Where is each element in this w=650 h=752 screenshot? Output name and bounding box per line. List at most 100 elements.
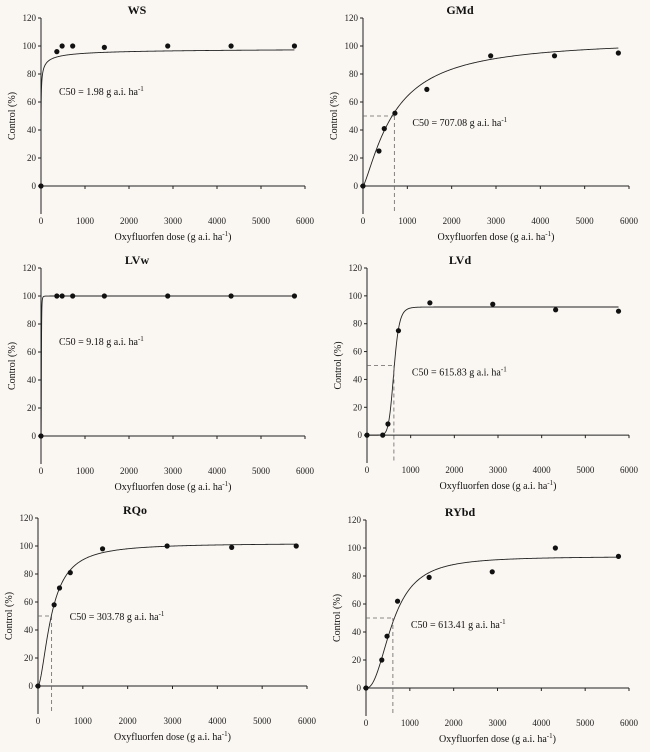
chart-panel-WS: 0 20 40 60 80 100 120 0 1000 2000 3000 4000 5000 6000… (7, 3, 315, 243)
y-tick-label: 20 (27, 403, 37, 413)
x-tick-label: 5000 (576, 216, 595, 226)
x-tick-label: 6000 (296, 216, 315, 226)
x-tick-label: 6000 (620, 718, 639, 728)
y-tick-label: 20 (27, 153, 37, 163)
c50-annotation: C50 = 9.18 g a.i. ha-1 (59, 335, 144, 348)
data-point (35, 683, 41, 689)
y-tick-label: 0 (32, 431, 37, 441)
x-tick-label: 1000 (401, 718, 420, 728)
x-tick-label: 4000 (208, 716, 227, 726)
x-axis-title: Oxyfluorfen dose (g a.i. ha-1) (114, 730, 231, 743)
y-axis-title: Control (%) (332, 594, 343, 642)
c50-annotation: C50 = 613.41 g a.i. ha-1 (411, 618, 506, 631)
data-point (165, 293, 171, 299)
data-point (376, 148, 382, 154)
data-point (229, 544, 235, 551)
y-axis-title: Control (%) (7, 342, 18, 390)
data-point (59, 293, 65, 299)
y-axis-title: Control (%) (333, 341, 344, 389)
fitted-curve (362, 47, 619, 187)
chart-title: LVw (125, 253, 150, 267)
data-point (56, 585, 63, 591)
y-tick-label: 40 (353, 374, 363, 384)
chart-title: LVd (449, 253, 472, 267)
x-tick-label: 1000 (74, 716, 93, 726)
y-tick-label: 40 (27, 125, 37, 135)
x-tick-label: 1000 (398, 216, 417, 226)
x-tick-label: 5000 (576, 465, 595, 475)
x-tick-label: 1000 (76, 466, 95, 476)
x-tick-label: 5000 (252, 466, 271, 476)
chart-title: RYbd (445, 505, 476, 519)
data-point (67, 570, 73, 576)
data-point (379, 657, 385, 663)
data-point (364, 432, 370, 438)
fitted-curve (366, 556, 619, 689)
x-tick-label: 0 (364, 718, 369, 728)
data-point (99, 546, 106, 552)
data-point (70, 293, 76, 299)
chart-panel-LVw: 0 20 40 60 80 100 120 0 1000 2000 3000 4000 5000 6000… (7, 253, 315, 493)
y-tick-label: 20 (352, 655, 362, 665)
x-tick-label: 4000 (208, 216, 227, 226)
data-point (360, 183, 366, 189)
fitted-curve (367, 306, 619, 436)
data-point (553, 307, 559, 313)
x-tick-label: 3000 (164, 466, 183, 476)
x-tick-label: 2000 (443, 216, 462, 226)
fitted-curve (37, 543, 297, 687)
data-point (615, 50, 621, 56)
data-point (427, 300, 433, 306)
x-tick-label: 2000 (120, 216, 139, 226)
chart-title: WS (128, 3, 147, 17)
data-point (424, 86, 430, 92)
y-tick-label: 80 (349, 69, 359, 79)
y-tick-label: 60 (24, 597, 34, 607)
chart-title: RQo (123, 503, 147, 517)
data-point (395, 328, 402, 334)
chart-title: GMd (446, 3, 474, 17)
x-tick-label: 1000 (76, 216, 95, 226)
x-tick-label: 1000 (402, 465, 421, 475)
x-axis-title: Oxyfluorfen dose (g a.i. ha-1) (115, 480, 232, 493)
x-tick-label: 0 (36, 716, 41, 726)
y-tick-label: 20 (353, 402, 363, 412)
x-tick-label: 4000 (208, 466, 227, 476)
data-point (490, 301, 496, 307)
x-tick-label: 4000 (533, 465, 552, 475)
y-tick-label: 0 (357, 683, 362, 693)
x-tick-label: 3000 (489, 718, 508, 728)
data-point (70, 43, 76, 49)
data-point (615, 553, 622, 560)
y-tick-label: 20 (349, 153, 359, 163)
y-tick-label: 0 (32, 181, 37, 191)
x-tick-label: 2000 (445, 465, 464, 475)
x-tick-label: 3000 (487, 216, 506, 226)
data-point (381, 126, 387, 132)
y-axis-title: Control (%) (7, 92, 18, 140)
y-tick-label: 80 (352, 571, 362, 581)
fitted-curve (40, 295, 295, 437)
y-tick-label: 80 (24, 569, 34, 579)
data-point (293, 543, 299, 549)
x-tick-label: 0 (365, 465, 370, 475)
x-tick-label: 2000 (119, 716, 138, 726)
data-point (363, 685, 369, 691)
c50-annotation: C50 = 707.08 g a.i. ha-1 (412, 116, 507, 129)
y-tick-label: 40 (352, 627, 362, 637)
y-tick-label: 100 (23, 291, 37, 301)
c50-annotation: C50 = 1.98 g a.i. ha-1 (59, 85, 144, 98)
data-point (165, 43, 171, 49)
y-axis-title: Control (%) (4, 592, 15, 640)
data-point (488, 53, 494, 59)
data-point (54, 49, 60, 55)
data-point (394, 598, 401, 604)
x-tick-label: 4000 (531, 216, 550, 226)
data-point (385, 421, 391, 427)
data-point (392, 110, 398, 116)
c50-annotation: C50 = 615.83 g a.i. ha-1 (412, 366, 507, 379)
data-point (51, 602, 57, 608)
x-axis-title: Oxyfluorfen dose (g a.i. ha-1) (438, 230, 555, 243)
y-tick-label: 60 (27, 97, 37, 107)
